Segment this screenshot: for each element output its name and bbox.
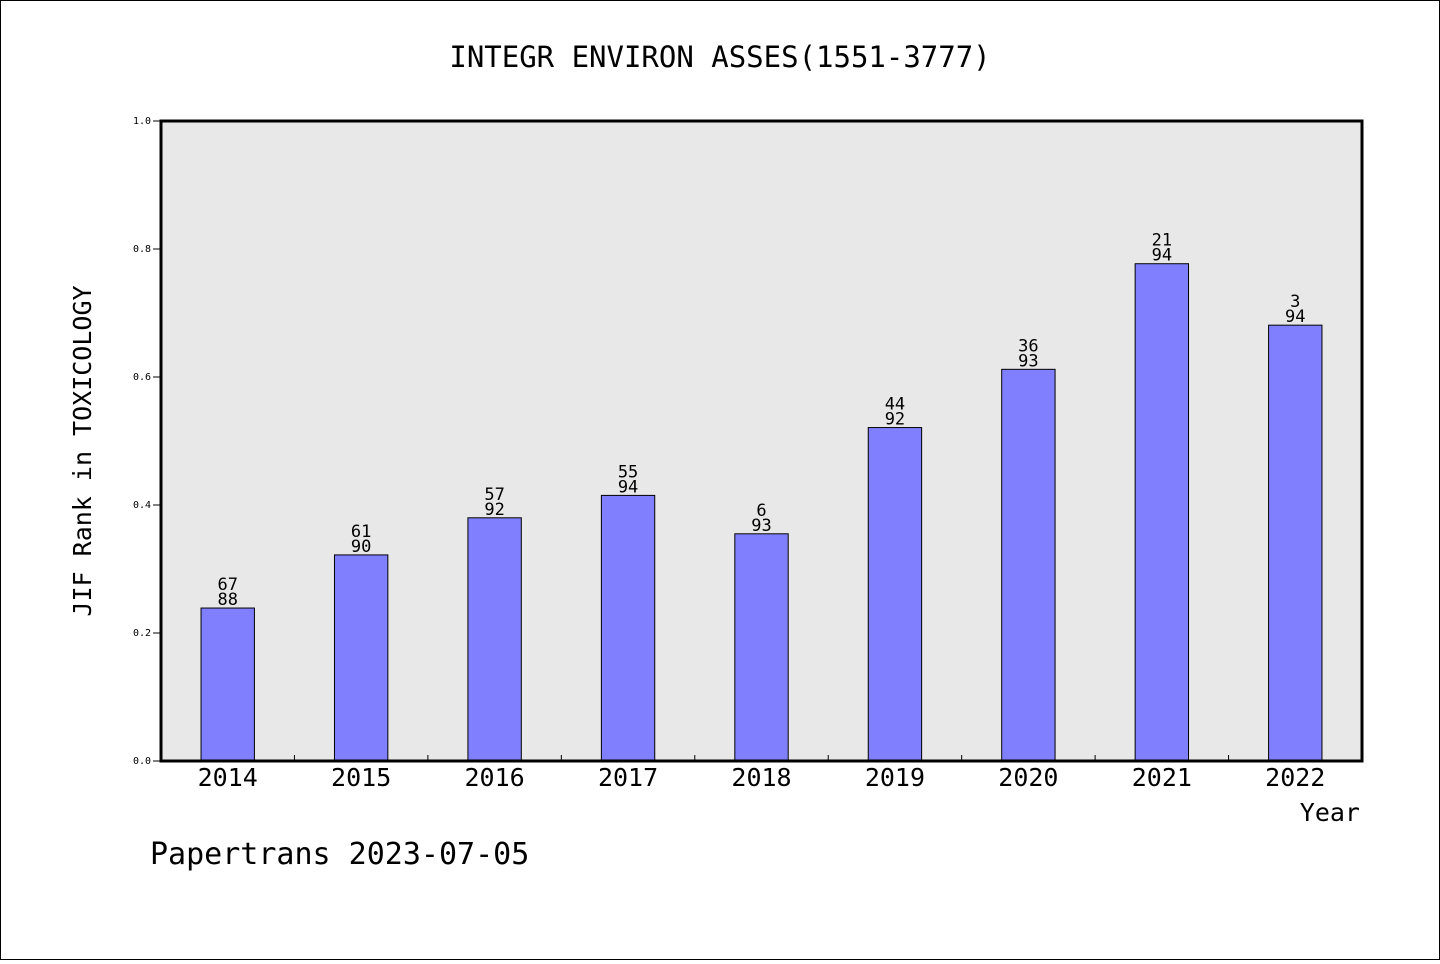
bar-label-total-2019: 92 bbox=[885, 410, 905, 430]
bar-2021 bbox=[1134, 263, 1190, 762]
chart-title: INTEGR ENVIRON ASSES(1551-3777) bbox=[449, 40, 990, 74]
y-tick-label-0.0: 0.0 bbox=[133, 756, 151, 767]
bar-2020 bbox=[1001, 368, 1056, 762]
x-tick-label-2019: 2019 bbox=[865, 763, 925, 792]
x-tick-label-2016: 2016 bbox=[465, 763, 525, 792]
bar-label-total-2021: 94 bbox=[1152, 246, 1172, 266]
bar-2018 bbox=[734, 533, 789, 762]
bar-label-total-2018: 93 bbox=[751, 516, 771, 536]
x-tick-label-2017: 2017 bbox=[598, 763, 658, 792]
bar-label-total-2022: 94 bbox=[1285, 307, 1305, 327]
x-tick-label-2018: 2018 bbox=[731, 763, 791, 792]
bar-label-rank-2019: 44 bbox=[885, 395, 905, 415]
bar-label-total-2015: 90 bbox=[351, 537, 371, 557]
x-axis-label: Year bbox=[1300, 798, 1360, 827]
bar-label-rank-2017: 55 bbox=[618, 462, 638, 482]
x-tick-label-2022: 2022 bbox=[1265, 763, 1325, 792]
bar-label-rank-2016: 57 bbox=[484, 485, 504, 505]
bar-label-rank-2018: 6 bbox=[756, 501, 766, 521]
plot-border bbox=[159, 119, 1364, 763]
bar-2019 bbox=[867, 427, 923, 762]
y-axis-label: JIF Rank in TOXICOLOGY bbox=[68, 285, 97, 616]
bar-label-total-2020: 93 bbox=[1018, 351, 1038, 371]
bar-label-rank-2020: 36 bbox=[1018, 336, 1038, 356]
bars-group bbox=[200, 263, 1323, 762]
bar-2015 bbox=[333, 554, 389, 762]
bar-label-total-2014: 88 bbox=[217, 590, 237, 610]
x-tick-label-2014: 2014 bbox=[198, 763, 258, 792]
bar-label-total-2017: 94 bbox=[618, 477, 638, 497]
bar-2016 bbox=[467, 517, 522, 762]
footer-watermark: Papertrans 2023-07-05 bbox=[150, 837, 529, 872]
bar-2014 bbox=[200, 607, 255, 762]
bar-label-rank-2015: 61 bbox=[351, 522, 371, 542]
y-tick-label-0.2: 0.2 bbox=[133, 628, 151, 639]
x-axis: 2014 2015 2016 2017 2018 2019 2020 2021 2022 bbox=[198, 755, 1325, 792]
x-tick-label-2021: 2021 bbox=[1132, 763, 1192, 792]
bar-label-rank-2022: 3 bbox=[1290, 292, 1300, 312]
bar-2017 bbox=[600, 494, 656, 762]
y-tick-label-0.4: 0.4 bbox=[133, 500, 151, 511]
bar-label-total-2016: 92 bbox=[484, 500, 504, 520]
y-tick-label-1.0: 1.0 bbox=[133, 116, 151, 127]
bar-2022 bbox=[1268, 324, 1323, 762]
x-tick-label-2015: 2015 bbox=[331, 763, 391, 792]
y-tick-label-0.6: 0.6 bbox=[133, 372, 151, 383]
bar-label-rank-2021: 21 bbox=[1152, 231, 1172, 251]
y-tick-label-0.8: 0.8 bbox=[133, 244, 151, 255]
bar-label-rank-2014: 67 bbox=[217, 575, 237, 595]
x-tick-label-2020: 2020 bbox=[998, 763, 1058, 792]
y-axis: 0.0 0.2 0.4 0.6 0.8 1.0 bbox=[133, 116, 161, 767]
